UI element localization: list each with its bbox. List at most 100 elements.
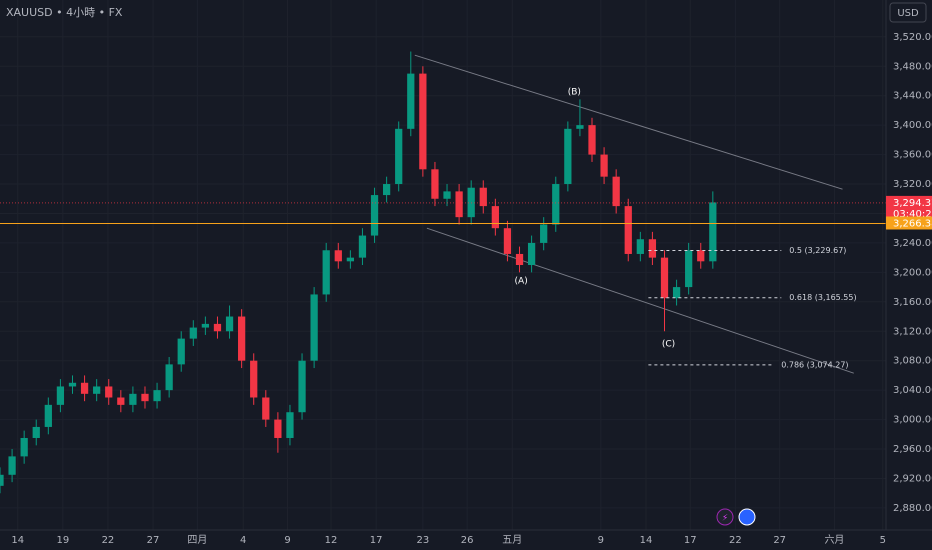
x-tick-label: 五月 — [502, 534, 522, 546]
candle-body — [213, 323, 222, 332]
y-tick-label: 3,480.00 — [893, 61, 932, 72]
candle-body — [612, 176, 620, 207]
y-tick-label: 3,520.00 — [893, 32, 932, 43]
candle-body — [0, 474, 4, 486]
x-tick-label: 5 — [880, 535, 886, 546]
y-tick-label: 3,440.00 — [893, 91, 932, 102]
x-tick-label: 4 — [240, 535, 246, 546]
x-tick-label: 19 — [56, 535, 69, 546]
candle-body — [105, 386, 113, 398]
candle-body — [600, 154, 608, 177]
candle-body — [636, 239, 644, 254]
x-tick-label: 27 — [147, 535, 160, 546]
price-tag — [886, 216, 932, 230]
y-tick-label: 2,880.00 — [893, 503, 932, 514]
wave-label: (B) — [568, 88, 581, 98]
candle-body — [165, 364, 173, 391]
candle-body — [382, 184, 391, 196]
event-icon[interactable] — [716, 508, 734, 526]
symbol-title: XAUUSD • 4小時 • FX — [6, 6, 123, 19]
candle-body — [346, 257, 354, 262]
candle-body — [262, 397, 270, 420]
candle-body — [68, 382, 77, 387]
x-tick-label: 12 — [325, 535, 338, 546]
price-tag-countdown: 03:40:28 — [893, 209, 932, 220]
candle-body — [407, 73, 415, 129]
candle-body — [443, 191, 451, 199]
y-tick-label: 3,320.00 — [893, 179, 932, 190]
candle-body — [491, 206, 499, 229]
price-tag — [886, 195, 932, 220]
x-tick-label: 23 — [416, 535, 429, 546]
candle-body — [201, 323, 210, 328]
x-tick-label: 22 — [102, 535, 115, 546]
candle-body — [564, 128, 572, 185]
candle-body — [20, 437, 28, 457]
x-tick-label: 17 — [370, 535, 383, 546]
price-tag-label: 3,266.38 — [893, 218, 932, 229]
candle-body — [44, 404, 52, 427]
candle-body — [298, 360, 306, 413]
y-tick-label: 3,000.00 — [893, 415, 932, 426]
x-tick-label: 14 — [640, 535, 653, 546]
y-tick-label: 3,120.00 — [893, 326, 932, 337]
candle-body — [56, 386, 65, 405]
candle-body — [685, 250, 693, 288]
candle-body — [334, 250, 342, 262]
fib-level-label: 0.5 (3,229.67) — [789, 246, 846, 255]
x-tick-label: 17 — [684, 535, 697, 546]
currency-label[interactable]: USD — [897, 8, 919, 19]
candle-body — [8, 456, 16, 475]
candle-body — [93, 386, 101, 394]
candle-body — [515, 253, 524, 265]
candle-body — [322, 250, 330, 295]
candle-body — [274, 419, 282, 438]
y-tick-label: 2,920.00 — [893, 473, 932, 484]
candle-body — [431, 169, 439, 199]
candle-body — [588, 125, 596, 155]
candle-body — [624, 206, 632, 254]
candle-body — [225, 316, 234, 332]
x-tick-label: 六月 — [824, 534, 844, 546]
candle-body — [129, 393, 137, 405]
trend-line — [426, 227, 854, 374]
y-tick-label: 3,200.00 — [893, 267, 932, 278]
candle-body — [177, 338, 185, 365]
candle-body — [503, 228, 512, 254]
x-tick-label: 14 — [11, 535, 24, 546]
y-tick-label: 3,360.00 — [893, 150, 932, 161]
candle-body — [370, 195, 379, 236]
candle-body — [576, 125, 584, 129]
candle-body — [672, 287, 681, 299]
candle-body — [709, 202, 717, 262]
y-tick-label: 3,400.00 — [893, 120, 932, 131]
x-tick-label: 27 — [773, 535, 786, 546]
candle-body — [648, 239, 657, 258]
candle-body — [310, 294, 318, 361]
candle-body — [250, 360, 258, 398]
x-tick-label: 9 — [284, 535, 290, 546]
candle-body — [238, 316, 246, 361]
flag-icon[interactable] — [738, 508, 756, 526]
event-icon-glyph: ⚡ — [722, 514, 728, 524]
candle-body — [32, 426, 40, 438]
candle-body — [479, 187, 487, 207]
candle-body — [358, 235, 367, 258]
currency-box[interactable] — [889, 2, 927, 23]
y-tick-label: 2,960.00 — [893, 444, 932, 455]
wave-label: (A) — [515, 277, 528, 287]
candle-body — [395, 128, 403, 185]
x-tick-label: 26 — [461, 535, 474, 546]
x-tick-label: 四月 — [187, 534, 207, 546]
candle-body — [117, 397, 125, 405]
trend-line — [414, 54, 843, 190]
fib-level-label: 0.786 (3,074.27) — [781, 360, 848, 369]
y-tick-label: 3,080.00 — [893, 356, 932, 367]
x-tick-label: 22 — [729, 535, 742, 546]
candle-body — [153, 390, 161, 402]
y-tick-label: 3,040.00 — [893, 385, 932, 396]
y-tick-label: 3,240.00 — [893, 238, 932, 249]
candle-body — [660, 257, 669, 299]
